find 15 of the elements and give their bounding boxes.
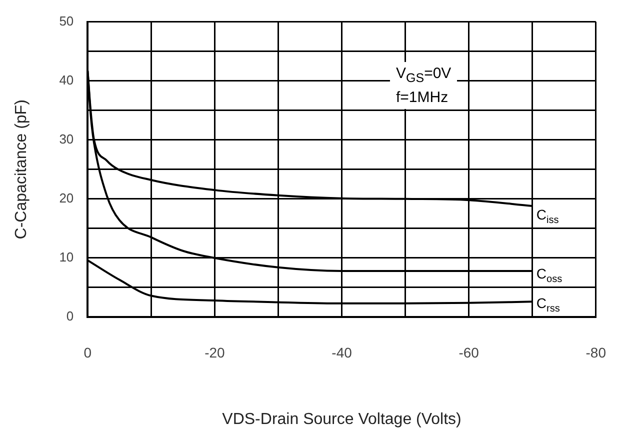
x-tick-label: -60	[458, 344, 480, 360]
x-tick-label: 0	[84, 344, 92, 360]
x-tick-label: -80	[586, 344, 606, 360]
annotation: f=1MHz	[396, 88, 450, 107]
y-tick-label: 40	[59, 72, 74, 88]
y-tick-label: 0	[66, 308, 74, 324]
y-tick-label: 20	[59, 190, 74, 206]
y-axis-title: C-Capacitance (pF)	[13, 100, 30, 240]
x-axis-title: VDS-Drain Source Voltage (Volts)	[222, 410, 462, 428]
y-tick-label: 50	[59, 13, 74, 28]
x-tick-label: -40	[332, 344, 352, 360]
x-tick-label: -20	[204, 344, 226, 360]
y-tick-label: 10	[59, 250, 74, 265]
annotation: V$_{GS}$=0V	[396, 64, 452, 87]
y-tick-label: 30	[59, 131, 74, 146]
